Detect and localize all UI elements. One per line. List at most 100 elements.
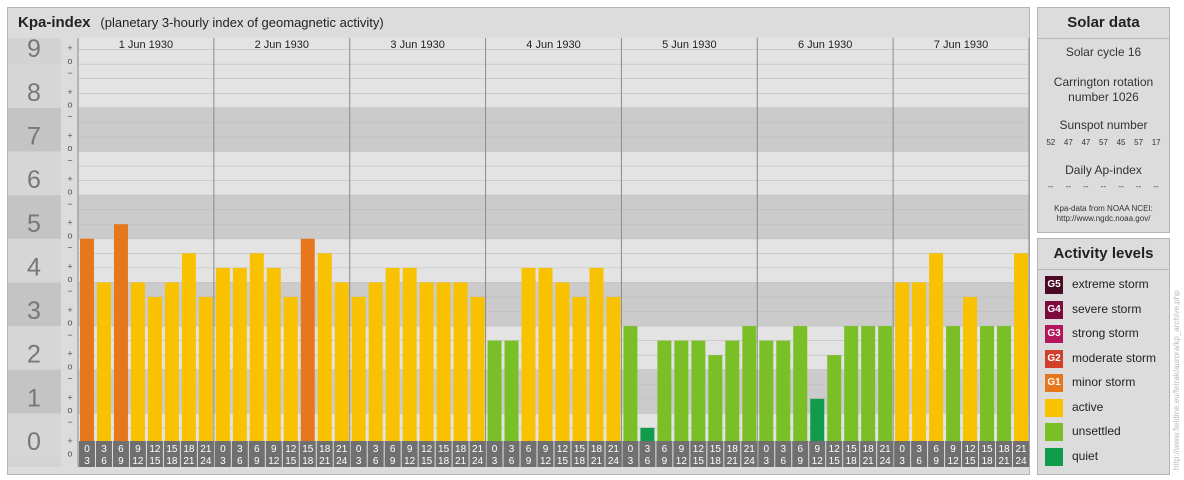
time-label-end: 6	[916, 456, 922, 467]
day-label: 4 Jun 1930	[526, 39, 580, 51]
minor-tick-label: +	[67, 392, 72, 402]
activity-levels-title: Activity levels	[1038, 239, 1169, 270]
kp-bar	[708, 355, 723, 457]
kp-bar	[657, 340, 672, 457]
time-label-end: 15	[693, 456, 705, 467]
time-label-end: 6	[780, 456, 786, 467]
ap-value-7: --	[1153, 182, 1159, 191]
legend-label: unsettled	[1072, 424, 1121, 438]
y-label-band	[8, 282, 61, 327]
minor-tick-label: o	[67, 318, 72, 328]
time-cell	[435, 441, 452, 467]
time-cell	[571, 441, 588, 467]
y-tick-label: 1	[27, 384, 41, 412]
kp-bar	[300, 238, 315, 457]
activity-levels-panel: Activity levels G5 extreme storm G4 severe …	[1037, 238, 1170, 475]
y-label-band	[8, 369, 61, 414]
ap-index-values: -- -- -- -- -- -- --	[1038, 182, 1169, 191]
time-label-start: 18	[727, 444, 739, 455]
time-cell	[656, 441, 673, 467]
time-label-start: 15	[302, 444, 314, 455]
sunspot-value-5: 45	[1116, 138, 1126, 147]
time-label-start: 12	[557, 444, 569, 455]
time-cell	[724, 441, 741, 467]
chart-title-bar: Kpa-index (planetary 3-hourly index of g…	[18, 14, 384, 31]
kp-bar	[878, 326, 893, 457]
legend-label: minor storm	[1072, 375, 1136, 389]
time-label-start: 12	[693, 444, 705, 455]
kp-bar	[946, 326, 961, 457]
kp-bar	[181, 253, 196, 457]
time-label-end: 12	[812, 456, 824, 467]
time-label-start: 6	[933, 444, 939, 455]
y-tick-label: 4	[27, 253, 41, 281]
solar-data-panel: Solar data Solar cycle 16 Carrington rot…	[1037, 7, 1170, 233]
time-label-start: 15	[166, 444, 178, 455]
time-cell	[214, 441, 231, 467]
time-label-end: 3	[763, 456, 769, 467]
time-label-end: 9	[118, 456, 124, 467]
kp-bar	[912, 282, 927, 457]
y-tick-label: 3	[27, 297, 41, 325]
time-label-start: 21	[336, 444, 348, 455]
kp-bar	[351, 296, 366, 457]
kp-bar	[198, 296, 213, 457]
time-label-end: 24	[200, 456, 212, 467]
minor-tick-label: −	[67, 68, 72, 78]
y-tick-label: 5	[27, 210, 41, 238]
time-label-end: 12	[132, 456, 144, 467]
kp-bar	[453, 282, 468, 457]
sunspot-value-7: 17	[1151, 138, 1161, 147]
time-cell	[95, 441, 112, 467]
time-label-end: 18	[710, 456, 722, 467]
time-label-start: 12	[829, 444, 841, 455]
time-label-end: 24	[744, 456, 756, 467]
time-cell	[112, 441, 129, 467]
kp-bar	[742, 326, 757, 457]
kp-bar	[385, 267, 400, 457]
minor-tick-label: o	[67, 449, 72, 459]
solar-data-title: Solar data	[1038, 8, 1169, 39]
kp-bar	[147, 296, 162, 457]
time-label-start: 12	[285, 444, 297, 455]
time-label-end: 24	[472, 456, 484, 467]
time-cell	[350, 441, 367, 467]
carrington-rotation-label: Carrington rotation	[1053, 75, 1154, 89]
minor-tick-label: −	[67, 286, 72, 296]
time-cell	[877, 441, 894, 467]
time-label-end: 12	[268, 456, 280, 467]
kp-bar	[113, 224, 128, 457]
time-label-end: 21	[863, 456, 875, 467]
minor-tick-label: o	[67, 405, 72, 415]
kp-bar	[419, 282, 434, 457]
sunspot-values: 52 47 47 57 45 57 17	[1038, 138, 1169, 147]
minor-tick-label: +	[67, 130, 72, 140]
minor-tick-label: o	[67, 361, 72, 371]
day-label: 6 Jun 1930	[798, 39, 852, 51]
time-label-start: 9	[950, 444, 956, 455]
minor-tick-label: −	[67, 417, 72, 427]
time-cell	[452, 441, 469, 467]
time-label-end: 3	[356, 456, 362, 467]
time-cell	[690, 441, 707, 467]
sunspot-value-1: 52	[1046, 138, 1056, 147]
kp-bar	[436, 282, 451, 457]
kp-bar	[725, 340, 740, 457]
y-label-band	[8, 326, 61, 370]
time-cell	[775, 441, 792, 467]
time-cell	[486, 441, 503, 467]
time-cell	[248, 441, 265, 467]
time-label-start: 6	[390, 444, 396, 455]
time-label-end: 18	[302, 456, 314, 467]
time-label-end: 15	[421, 456, 433, 467]
time-cell	[792, 441, 809, 467]
minor-tick-label: +	[67, 43, 72, 53]
sunspot-value-4: 57	[1099, 138, 1108, 147]
time-label-start: 0	[220, 444, 226, 455]
legend-swatch: G3	[1045, 325, 1063, 343]
time-label-start: 9	[407, 444, 413, 455]
kp-bar	[776, 340, 791, 457]
kp-bar	[96, 282, 111, 457]
time-label-end: 18	[846, 456, 858, 467]
y-label-band	[8, 413, 61, 457]
